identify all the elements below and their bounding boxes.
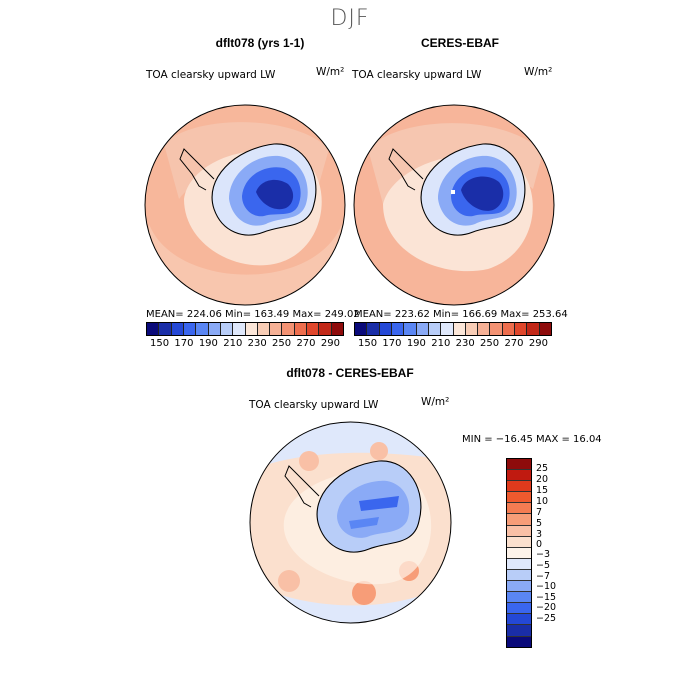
diff-tick-label: −7 — [536, 571, 551, 582]
tick-label: 250 — [480, 338, 500, 349]
colorbar-swatches — [354, 322, 552, 336]
tick-label: 150 — [150, 338, 170, 349]
diff-tick-label: 3 — [536, 529, 543, 540]
diff-tick-label: 25 — [536, 463, 549, 474]
diff-tick-label: 0 — [536, 539, 543, 550]
map-diff — [249, 421, 452, 624]
tick-label: 270 — [296, 338, 316, 349]
diff-tick-label: 7 — [536, 507, 543, 518]
map-model — [144, 104, 346, 306]
panel-stats-model: MEAN= 224.06 Min= 163.49 Max= 249.02 — [146, 309, 360, 320]
colorbar-obs: 150 170 190 210 230 250 270 290 — [354, 322, 552, 349]
tick-label: 230 — [247, 338, 267, 349]
diff-tick-label: −25 — [536, 613, 557, 624]
panel-title-obs: CERES-EBAF — [420, 36, 499, 50]
diff-panel-stats: MIN = −16.45 MAX = 16.04 — [462, 434, 602, 445]
diff-panel-variable: TOA clearsky upward LW — [249, 399, 379, 411]
panel-variable-model: TOA clearsky upward LW — [146, 69, 276, 81]
tick-label: 210 — [223, 338, 243, 349]
tick-label: 170 — [174, 338, 194, 349]
tick-label: 270 — [504, 338, 524, 349]
tick-label: 290 — [320, 338, 340, 349]
colorbar-diff — [506, 458, 532, 648]
tick-label: 150 — [358, 338, 378, 349]
colorbar-ticks-obs: 150 170 190 210 230 250 270 290 — [354, 338, 552, 349]
diff-tick-label: −20 — [536, 602, 557, 613]
diff-tick-label: 15 — [536, 485, 549, 496]
diff-tick-label: −3 — [536, 549, 551, 560]
map-obs — [353, 104, 555, 306]
diff-tick-label: −5 — [536, 560, 551, 571]
diff-panel-units: W/m² — [421, 396, 450, 408]
panel-units-obs: W/m² — [524, 66, 553, 78]
season-title: DJF — [330, 6, 370, 31]
tick-label: 210 — [431, 338, 451, 349]
panel-units-model: W/m² — [316, 66, 345, 78]
tick-label: 250 — [272, 338, 292, 349]
tick-label: 190 — [198, 338, 218, 349]
colorbar-ticks-model: 150 170 190 210 230 250 270 290 — [146, 338, 344, 349]
tick-label: 190 — [406, 338, 426, 349]
diff-tick-label: 20 — [536, 474, 549, 485]
panel-stats-obs: MEAN= 223.62 Min= 166.69 Max= 253.64 — [354, 309, 568, 320]
colorbar-model: 150 170 190 210 230 250 270 290 — [146, 322, 344, 349]
panel-title-model: dflt078 (yrs 1-1) — [215, 36, 305, 50]
colorbar-swatches — [146, 322, 344, 336]
tick-label: 230 — [455, 338, 475, 349]
diff-tick-label: 10 — [536, 496, 549, 507]
diff-panel-title: dflt078 - CERES-EBAF — [286, 366, 414, 380]
diff-tick-label: 5 — [536, 518, 543, 529]
tick-label: 170 — [382, 338, 402, 349]
panel-variable-obs: TOA clearsky upward LW — [352, 69, 482, 81]
diff-tick-label: −10 — [536, 581, 557, 592]
diff-tick-label: −15 — [536, 592, 557, 603]
tick-label: 290 — [528, 338, 548, 349]
